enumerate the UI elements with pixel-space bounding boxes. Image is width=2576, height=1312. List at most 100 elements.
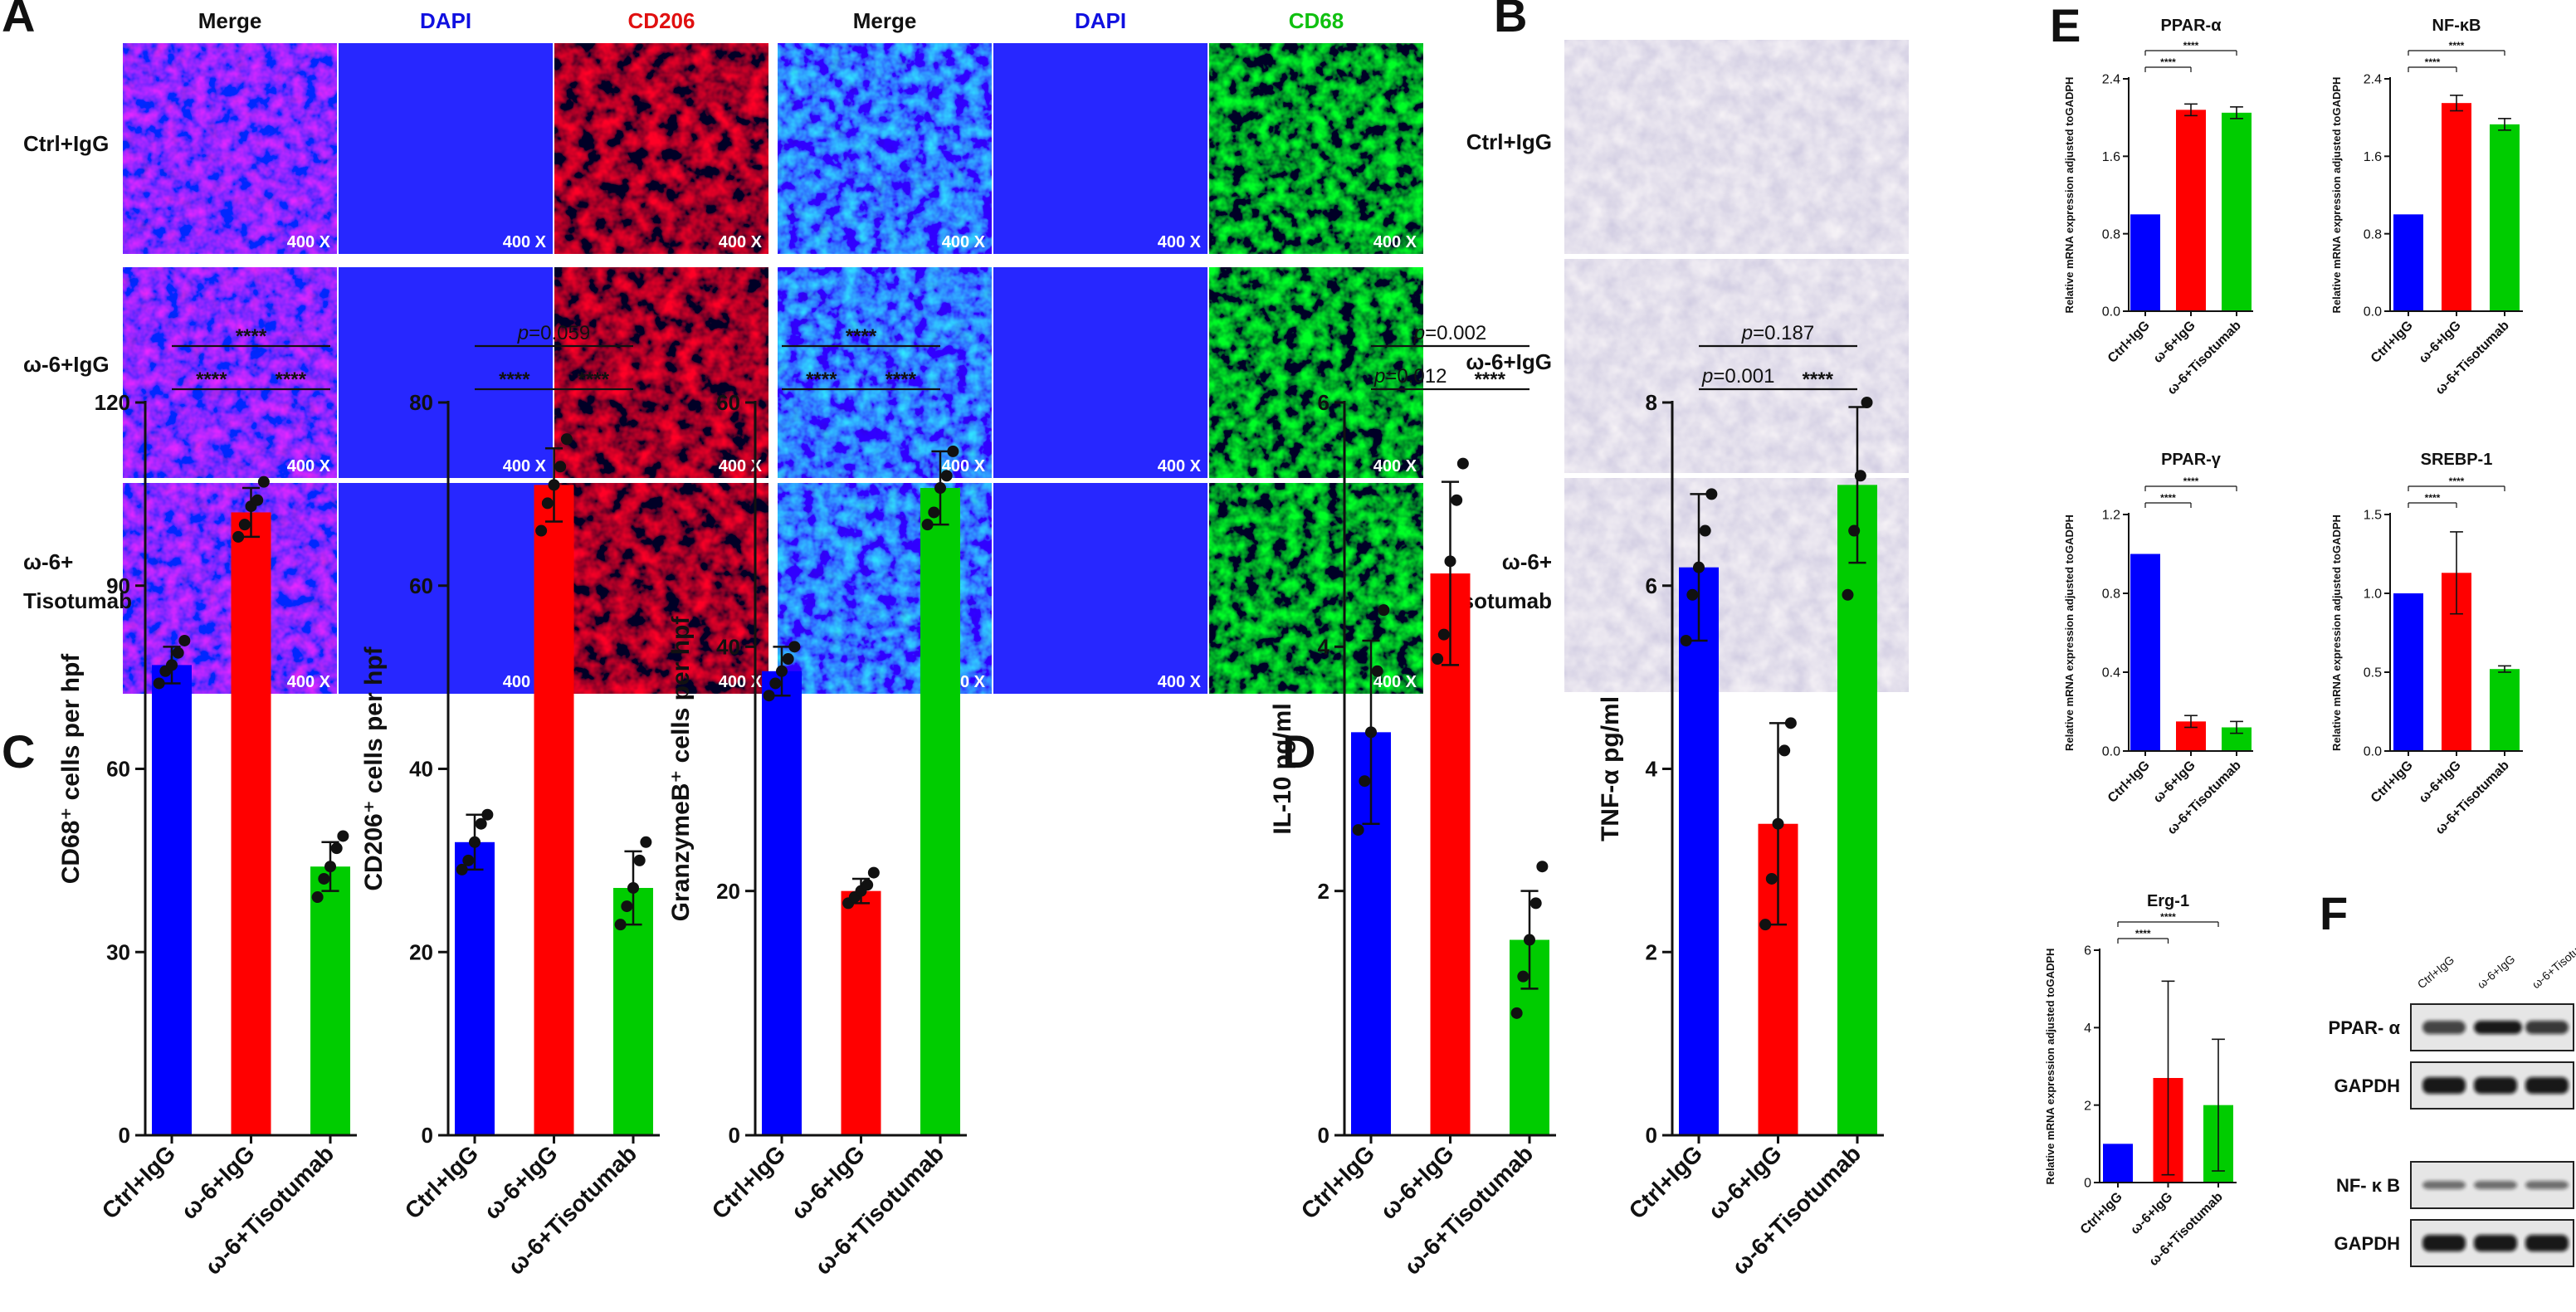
magnification-label: 400 X: [1158, 457, 1202, 476]
panelA-image-r0-c0: 400 X: [123, 43, 337, 254]
x-category-label-1: ω-6+IgG: [2128, 1190, 2175, 1237]
data-point-0-4: [481, 808, 494, 821]
panelA-image-r2-c4: 400 X: [993, 483, 1208, 694]
y-axis-label: Relative mRNA expression adjusted toGADP…: [2063, 77, 2076, 314]
error-bar-1: [2184, 103, 2198, 117]
x-category-label-0: Ctrl+IgG: [707, 1140, 791, 1224]
panelA-image-r2-c0: 400 X: [123, 483, 337, 694]
data-point-2-0: [1510, 1007, 1523, 1019]
bar-0: [455, 841, 495, 1135]
bar-0: [2130, 554, 2160, 751]
y-tick-label: 0.4: [2102, 666, 2120, 680]
y-tick-label: 6: [2084, 944, 2091, 958]
y-tick-label: 2: [1318, 879, 1329, 904]
x-category-label-0: Ctrl+IgG: [2369, 319, 2416, 366]
panelA-image-r2-c5: 400 X: [1209, 483, 1423, 694]
data-point-1-3: [861, 879, 874, 891]
chart-title: Erg-1: [2147, 892, 2189, 910]
panelF-band-label-2: NF- κ B: [2336, 1175, 2400, 1196]
panel-letter-c: C: [2, 725, 35, 778]
error-bar-2: [2498, 118, 2511, 131]
significance-label-0: ****: [196, 368, 227, 391]
significance-label-2: ****: [236, 325, 267, 348]
data-point-2-0: [1842, 588, 1854, 601]
significance-label-1: ****: [1475, 368, 1506, 391]
chart-2: 0204060Ctrl+IgGω-6+IgGω-6+TisotumabGranz…: [667, 325, 967, 1280]
data-point-2-1: [1517, 970, 1530, 983]
chart-title: PPAR-γ: [2161, 451, 2222, 469]
data-point-0-1: [462, 854, 475, 866]
significance-label-0: ****: [2425, 56, 2441, 68]
data-point-0-0: [1680, 634, 1692, 646]
y-tick-label: 6: [1318, 390, 1329, 415]
data-point-2-4: [947, 445, 959, 457]
data-point-2-3: [330, 842, 343, 855]
data-point-0-4: [178, 634, 191, 646]
bar-0: [2393, 593, 2423, 751]
panelA-image-r1-c5: 400 X: [1209, 267, 1423, 478]
panelA-image-r2-c1: 400 X: [339, 483, 553, 694]
significance-label-0: ****: [2135, 928, 2151, 939]
data-point-2-1: [928, 506, 940, 519]
panelB-image-r0: [1564, 40, 1909, 254]
significance-label-1: ****: [2449, 40, 2465, 51]
data-point-1-4: [1456, 457, 1469, 470]
panelB-row-label-2: ω-6+: [1502, 549, 1552, 574]
y-tick-label: 1.2: [2102, 509, 2120, 523]
y-tick-label: 0.0: [2102, 745, 2120, 759]
data-point-2-2: [324, 861, 336, 873]
data-point-1-4: [257, 476, 270, 488]
y-tick-label: 1.6: [2364, 150, 2382, 164]
panelF-band-label-3: GAPDH: [2334, 1233, 2400, 1254]
x-category-label-0: Ctrl+IgG: [2105, 319, 2153, 366]
bar-2: [310, 866, 350, 1135]
chart-5: PPAR-α0.00.81.62.4Ctrl+IgGω-6+IgGω-6+Tis…: [2063, 17, 2253, 398]
data-point-0-1: [769, 677, 782, 690]
data-point-0-3: [1699, 524, 1711, 537]
data-point-0-4: [788, 641, 801, 653]
panelA-image-r2-c2: 400 X: [554, 483, 768, 694]
data-point-2-4: [640, 836, 652, 848]
panelF-blot-2: [2410, 1161, 2574, 1209]
y-axis-label: Relative mRNA expression adjusted toGADP…: [2063, 515, 2076, 751]
panel-letter-b: B: [1494, 0, 1527, 41]
magnification-label: 400 X: [942, 457, 986, 476]
x-category-label-0: Ctrl+IgG: [2078, 1190, 2125, 1237]
x-category-label-1: ω-6+IgG: [1375, 1140, 1459, 1224]
data-point-1-0: [535, 524, 548, 537]
significance-label-0: ****: [2160, 56, 2176, 68]
error-bar-1: [2184, 715, 2198, 729]
data-point-2-3: [940, 470, 953, 482]
y-tick-label: 0.0: [2364, 305, 2382, 319]
y-tick-label: 0: [1646, 1123, 1657, 1148]
panelF-lane-label-1: ω-6+IgG: [2475, 952, 2518, 991]
y-tick-label: 0: [1318, 1123, 1329, 1148]
y-tick-label: 4: [1646, 757, 1658, 782]
data-point-0-4: [1705, 488, 1718, 500]
y-tick-label: 2: [1646, 939, 1657, 964]
chart-title: NF-κB: [2432, 17, 2481, 35]
panelB-row-label-1: ω-6+IgG: [1466, 349, 1552, 374]
magnification-label: 400 X: [287, 673, 331, 691]
magnification-label: 400 X: [287, 457, 331, 476]
magnification-label: 400 X: [1373, 457, 1417, 476]
data-point-1-2: [1444, 555, 1456, 568]
data-point-1-3: [1778, 744, 1791, 757]
y-tick-label: 0: [119, 1123, 130, 1148]
data-point-2-0: [614, 919, 627, 931]
data-point-1-0: [1432, 653, 1444, 666]
significance-label-1: ****: [1803, 368, 1834, 391]
data-point-2-0: [921, 519, 934, 531]
y-axis-label: GranzymeB⁺ cells per hpf: [667, 616, 695, 922]
significance-label-2: ****: [846, 325, 877, 348]
y-tick-label: 80: [409, 390, 433, 415]
y-tick-label: 1.6: [2102, 150, 2120, 164]
magnification-label: 400 X: [1158, 233, 1202, 251]
significance-label-1: ****: [2160, 911, 2176, 923]
magnification-label: 400 X: [503, 457, 547, 476]
data-point-2-2: [627, 881, 639, 894]
magnification-label: 400 X: [503, 233, 547, 251]
